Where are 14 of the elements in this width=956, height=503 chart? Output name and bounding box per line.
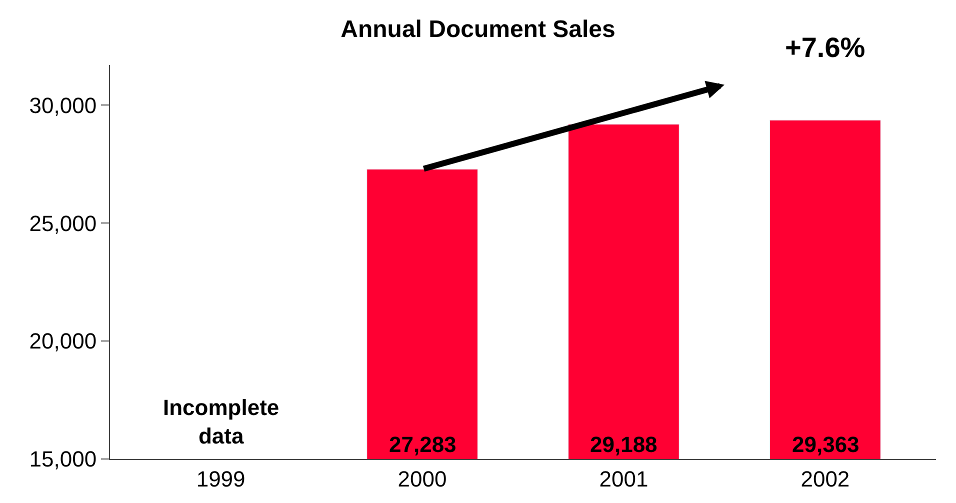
text: +7.6% — [785, 32, 866, 63]
y-tick-label: 20,000 — [29, 328, 97, 354]
x-tick-label: 2002 — [800, 466, 850, 492]
x-tick-label: 2000 — [398, 466, 447, 492]
data-label: 29,363 — [792, 432, 860, 457]
y-tick-label: 15,000 — [29, 446, 97, 472]
data-label: 27,283 — [389, 432, 456, 457]
x-tick-label: 2001 — [599, 466, 648, 492]
data-label: 29,188 — [590, 432, 658, 457]
annotation: Incomplete data — [163, 395, 280, 449]
y-tick-label: 25,000 — [29, 210, 97, 236]
chart-title: Annual Document Sales — [340, 16, 616, 43]
y-tick-label: 30,000 — [29, 92, 97, 118]
x-tick-label: 1999 — [196, 466, 246, 492]
